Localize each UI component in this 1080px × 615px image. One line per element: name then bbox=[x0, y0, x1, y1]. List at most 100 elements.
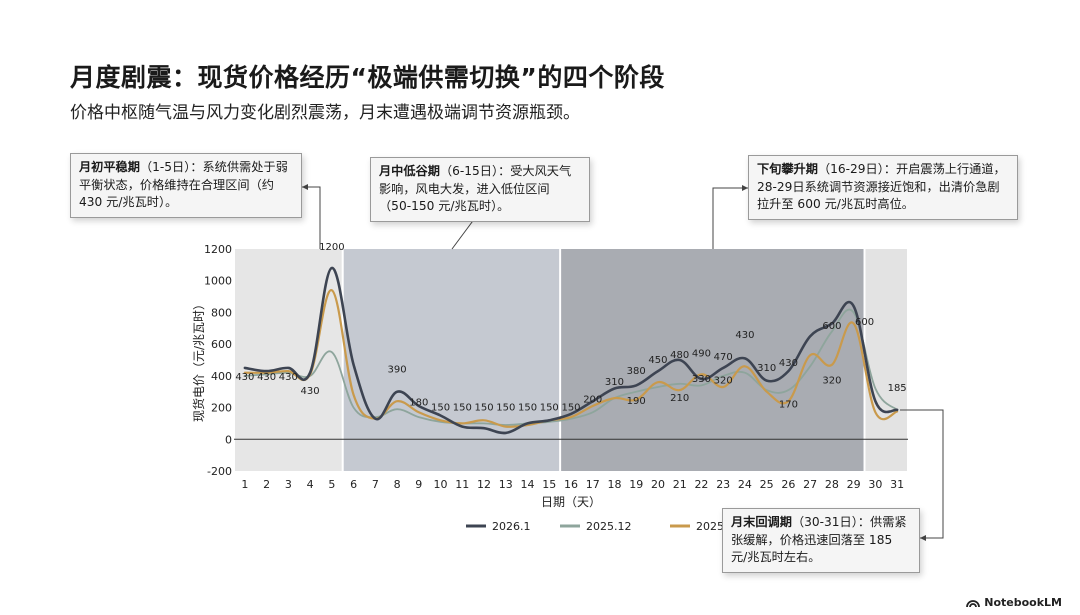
x-tick-label: 24 bbox=[738, 478, 752, 491]
y-tick-label: 1000 bbox=[204, 275, 232, 288]
callout-title: 月中低谷期 bbox=[379, 164, 440, 178]
connector-line-1 bbox=[302, 186, 321, 249]
legend-label: 2026.1 bbox=[492, 520, 531, 533]
x-tick-label: 26 bbox=[781, 478, 795, 491]
data-label: 320 bbox=[714, 376, 733, 387]
series-line-2026.1 bbox=[243, 266, 899, 435]
data-label: 310 bbox=[605, 377, 624, 388]
y-tick-label: 0 bbox=[225, 433, 232, 446]
x-tick-label: 2 bbox=[263, 478, 270, 491]
connector-arrow bbox=[302, 184, 308, 190]
x-tick-label: 25 bbox=[760, 478, 774, 491]
x-tick-label: 17 bbox=[586, 478, 600, 491]
phase-band-2 bbox=[343, 249, 560, 471]
callout-range: （30-31日） bbox=[791, 515, 858, 529]
x-tick-label: 31 bbox=[890, 478, 904, 491]
data-label: 150 bbox=[431, 403, 450, 414]
data-label: 430 bbox=[279, 372, 298, 383]
x-tick-label: 11 bbox=[455, 478, 469, 491]
data-label: 390 bbox=[388, 364, 407, 375]
data-label: 150 bbox=[561, 403, 580, 414]
callout-text: ：受大风天气影响，风电大发，进入低位区间（50-150 元/兆瓦时）。 bbox=[379, 164, 572, 213]
connector-arrow bbox=[920, 535, 926, 541]
brand-logo: NotebookLM bbox=[966, 596, 1062, 609]
data-label: 430 bbox=[779, 358, 798, 369]
x-tick-label: 13 bbox=[499, 478, 513, 491]
phase-band-4 bbox=[865, 249, 907, 471]
notebooklm-icon bbox=[966, 599, 981, 607]
phase-band-1 bbox=[235, 249, 342, 471]
x-tick-label: 8 bbox=[394, 478, 401, 491]
data-label: 430 bbox=[257, 372, 276, 383]
x-tick-label: 1 bbox=[241, 478, 248, 491]
data-label: 470 bbox=[714, 352, 733, 363]
x-tick-label: 29 bbox=[847, 478, 861, 491]
callout-range: （16-29日） bbox=[817, 162, 884, 176]
callout-text: ：供需紧张缓解，价格迅速回落至 185 元/兆瓦时左右。 bbox=[731, 515, 907, 564]
data-label: 330 bbox=[692, 374, 711, 385]
x-tick-label: 14 bbox=[521, 478, 535, 491]
x-tick-label: 21 bbox=[673, 478, 687, 491]
connector-line-3 bbox=[712, 187, 748, 249]
data-label: 480 bbox=[670, 350, 689, 361]
data-label: 150 bbox=[474, 403, 493, 414]
data-label: 150 bbox=[496, 403, 515, 414]
series-line-2025.1 bbox=[243, 289, 899, 428]
y-tick-label: 400 bbox=[211, 370, 232, 383]
x-tick-label: 15 bbox=[542, 478, 556, 491]
x-tick-label: 3 bbox=[285, 478, 292, 491]
y-tick-label: 1200 bbox=[204, 243, 232, 256]
x-tick-label: 10 bbox=[434, 478, 448, 491]
x-tick-label: 6 bbox=[350, 478, 357, 491]
x-tick-label: 28 bbox=[825, 478, 839, 491]
y-tick-label: -200 bbox=[207, 465, 232, 478]
brand-name: NotebookLM bbox=[984, 596, 1062, 609]
x-tick-label: 20 bbox=[651, 478, 665, 491]
data-label: 430 bbox=[301, 386, 320, 397]
x-tick-label: 16 bbox=[564, 478, 578, 491]
data-label: 1200 bbox=[319, 242, 344, 253]
x-tick-label: 9 bbox=[415, 478, 422, 491]
data-label: 430 bbox=[735, 330, 754, 341]
y-tick-label: 200 bbox=[211, 402, 232, 415]
data-label: 190 bbox=[627, 396, 646, 407]
data-label: 200 bbox=[583, 395, 602, 406]
x-tick-label: 4 bbox=[307, 478, 314, 491]
data-label: 320 bbox=[822, 376, 841, 387]
x-tick-label: 30 bbox=[868, 478, 882, 491]
x-axis-label: 日期（天） bbox=[541, 495, 601, 509]
callout-title: 下旬攀升期 bbox=[757, 162, 818, 176]
callout-month-end: 月末回调期（30-31日）：供需紧张缓解，价格迅速回落至 185 元/兆瓦时左右… bbox=[722, 508, 920, 573]
data-label: 600 bbox=[855, 317, 874, 328]
data-label: 430 bbox=[235, 372, 254, 383]
phase-band-3 bbox=[561, 249, 864, 471]
data-label: 380 bbox=[627, 366, 646, 377]
y-tick-label: 600 bbox=[211, 338, 232, 351]
data-label: 450 bbox=[648, 355, 667, 366]
legend-label: 2025.12 bbox=[586, 520, 632, 533]
x-tick-label: 12 bbox=[477, 478, 491, 491]
x-tick-label: 18 bbox=[607, 478, 621, 491]
x-tick-label: 7 bbox=[372, 478, 379, 491]
callout-mid-month: 月中低谷期（6-15日）：受大风天气影响，风电大发，进入低位区间（50-150 … bbox=[370, 157, 590, 222]
data-label: 150 bbox=[540, 403, 559, 414]
y-tick-label: 800 bbox=[211, 306, 232, 319]
callout-early-month: 月初平稳期（1-5日）：系统供需处于弱平衡状态，价格维持在合理区间（约 430 … bbox=[70, 153, 302, 218]
x-tick-label: 22 bbox=[694, 478, 708, 491]
data-label: 210 bbox=[670, 393, 689, 404]
page-title: 月度剧震：现货价格经历“极端供需切换”的四个阶段 bbox=[70, 63, 665, 92]
series-line-2025.12 bbox=[243, 308, 898, 426]
x-tick-label: 23 bbox=[716, 478, 730, 491]
page-subtitle: 价格中枢随气温与风力变化剧烈震荡，月末遭遇极端调节资源瓶颈。 bbox=[70, 103, 580, 123]
connector-line-4 bbox=[900, 409, 944, 539]
data-label: 170 bbox=[779, 399, 798, 410]
callout-text: ：系统供需处于弱平衡状态，价格维持在合理区间（约 430 元/兆瓦时）。 bbox=[79, 160, 288, 209]
callout-range: （6-15日） bbox=[439, 164, 499, 178]
callout-title: 月初平稳期 bbox=[79, 160, 140, 174]
x-tick-label: 27 bbox=[803, 478, 817, 491]
data-label: 180 bbox=[409, 398, 428, 409]
callout-title: 月末回调期 bbox=[731, 515, 792, 529]
x-tick-label: 19 bbox=[629, 478, 643, 491]
connector-arrow bbox=[742, 185, 748, 191]
